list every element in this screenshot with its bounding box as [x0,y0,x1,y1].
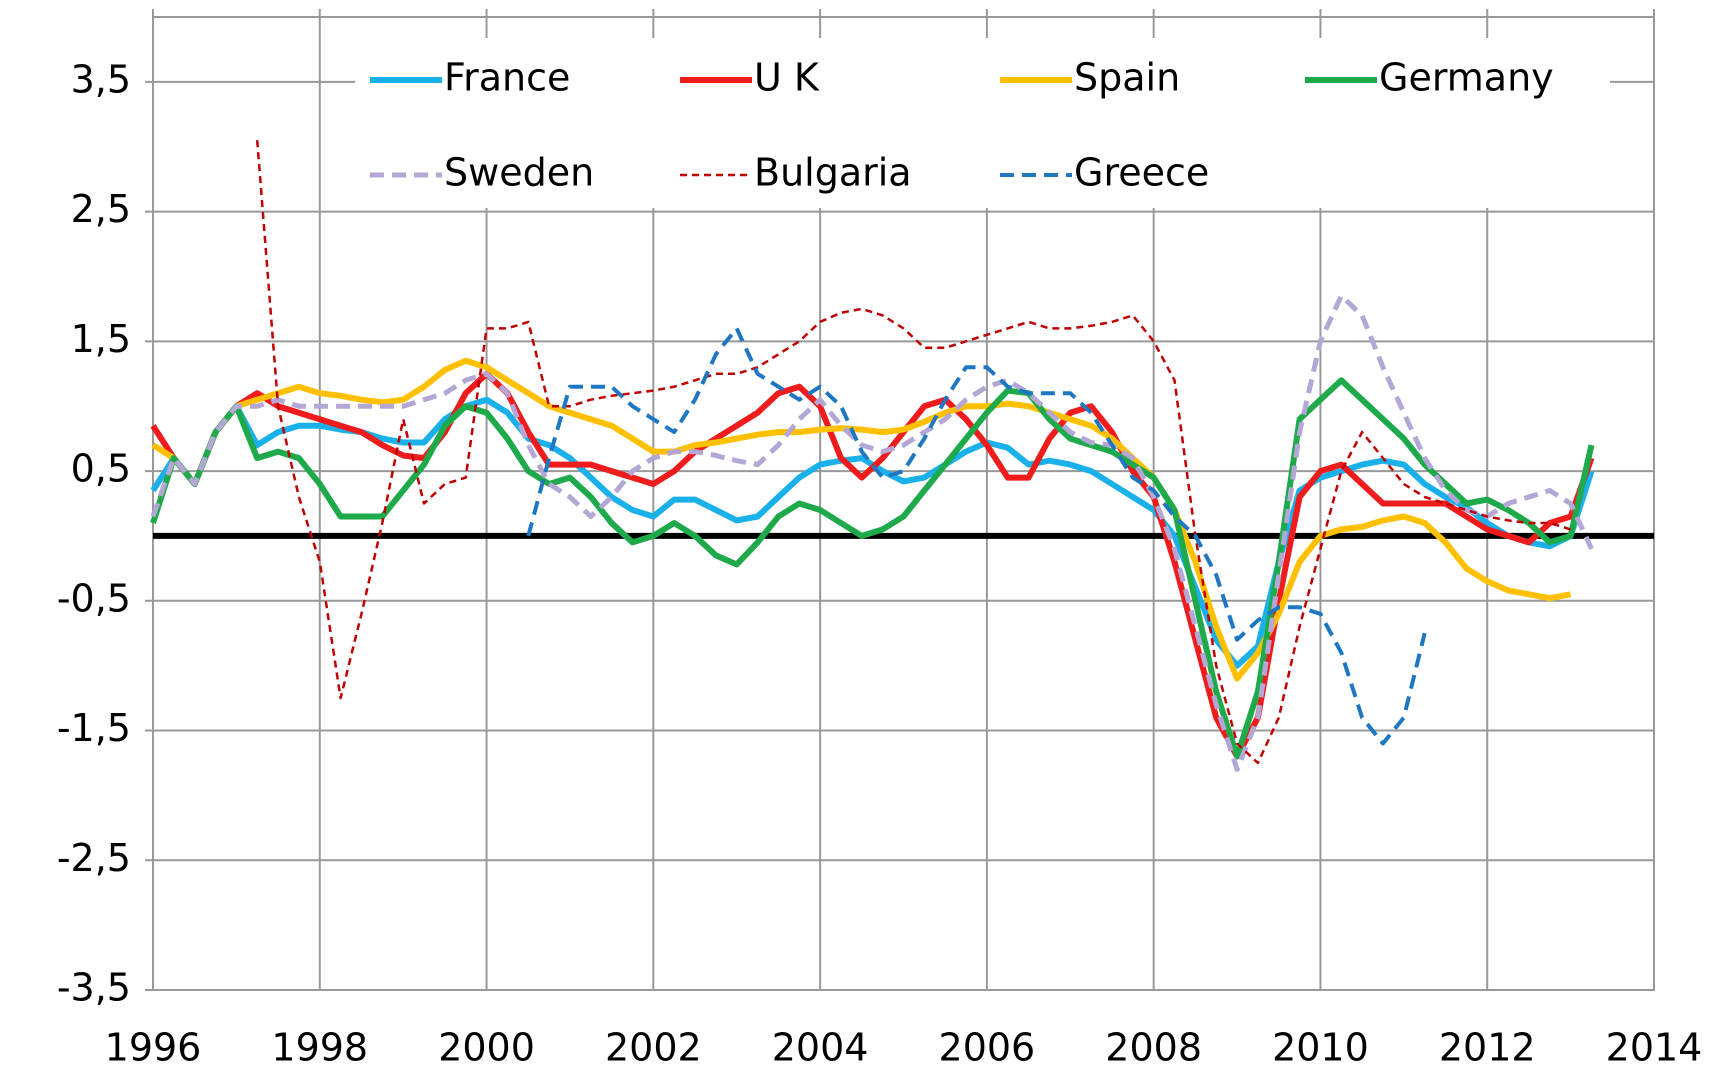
legend-label: France [444,56,570,100]
series-line [151,357,1572,682]
y-tick-label: -2,5 [57,836,131,880]
x-tick-label: 2014 [1606,1026,1703,1070]
y-tick-label: -1,5 [57,706,131,750]
series-line [150,370,1595,760]
y-tick-label: 3,5 [71,57,131,101]
legend: France U K Spain Germany Sweden Bulgaria Greec… [355,38,1610,208]
y-tick-label: -0,5 [57,576,131,620]
series-line [150,293,1594,772]
legend-label: Germany [1379,56,1554,100]
legend-label: U K [754,56,820,100]
y-tick-label: -3,5 [57,966,131,1010]
x-tick-label: 2006 [939,1026,1036,1070]
y-tick-label: 1,5 [71,317,131,361]
series-line [526,326,1427,746]
x-tick-label: 1998 [271,1026,368,1070]
x-tick-label: 1996 [105,1026,202,1070]
legend-label: Bulgaria [754,151,912,195]
legend-label: Sweden [444,151,594,195]
x-tick-label: 2012 [1439,1026,1536,1070]
series-line [150,377,1595,760]
x-tick-label: 2004 [772,1026,869,1070]
x-tick-label: 2010 [1272,1026,1369,1070]
y-tick-label: 2,5 [71,187,131,231]
x-tick-label: 2002 [605,1026,702,1070]
legend-box [355,38,1610,208]
y-tick-label: 0,5 [71,447,131,491]
legend-label: Spain [1074,56,1180,100]
x-tick-label: 2008 [1105,1026,1202,1070]
legend-label: Greece [1074,151,1209,195]
x-tick-label: 2000 [438,1026,535,1070]
